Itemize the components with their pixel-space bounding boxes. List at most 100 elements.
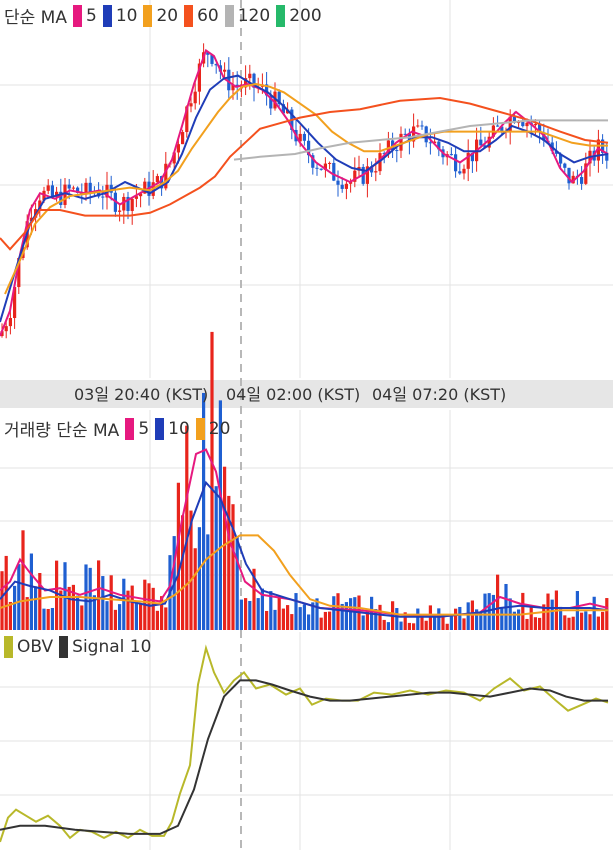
volume-bar: [353, 597, 357, 630]
candle-body: [449, 154, 453, 156]
volume-bar: [542, 604, 546, 630]
candle-body: [67, 184, 71, 189]
price-legend: 단순 MA 5 10 20 60 120 200: [4, 3, 323, 28]
volume-bar: [424, 620, 428, 630]
volume-bar: [88, 567, 92, 630]
volume-bar: [151, 587, 155, 630]
candle-body: [281, 104, 285, 114]
volume-bar: [202, 392, 206, 630]
volume-bar: [277, 597, 281, 630]
volume-bar: [298, 607, 302, 630]
volume-legend: 거래량 단순 MA 5 10 20: [4, 416, 231, 441]
candle-body: [365, 166, 369, 184]
candle-body: [340, 184, 344, 189]
volume-bar: [563, 615, 567, 630]
volume-bar: [8, 601, 12, 630]
volume-bar: [462, 618, 466, 630]
candle-body: [353, 170, 357, 182]
candle-body: [38, 200, 42, 210]
candle-body: [336, 180, 340, 185]
volume-bar: [55, 560, 59, 630]
volume-bar: [76, 595, 80, 630]
volume-bar: [550, 599, 554, 630]
candle-body: [470, 152, 474, 162]
candle-body: [521, 122, 525, 127]
volume-bar: [97, 560, 101, 630]
candle-body: [214, 63, 218, 66]
volume-bar: [147, 583, 151, 630]
ma5-label: 5: [85, 5, 97, 26]
obv-label: OBV: [17, 637, 54, 657]
volume-bar: [361, 615, 365, 630]
volume-bar: [38, 572, 42, 630]
candle-body: [517, 122, 521, 124]
volume-bar: [496, 574, 500, 630]
candle-body: [197, 63, 201, 92]
volume-ma-lines: [0, 448, 609, 618]
volume-bar: [113, 609, 117, 630]
candle-body: [210, 54, 214, 64]
candle-body: [223, 69, 227, 72]
volume-bar: [311, 602, 315, 630]
candle-body: [554, 150, 558, 154]
series-vol-ma-0: [0, 448, 609, 618]
time-label-2: 04일 02:00 (KST): [226, 385, 360, 404]
candle-body: [412, 126, 416, 142]
volume-bar: [605, 598, 609, 630]
obv-lines: [0, 644, 609, 843]
candle-body: [160, 176, 164, 189]
volume-bar: [559, 606, 563, 630]
volume-bar: [71, 584, 75, 630]
volume-bar: [466, 602, 470, 630]
volume-bar: [281, 608, 285, 630]
candle-body: [416, 125, 420, 127]
volume-bar: [193, 548, 197, 630]
volume-bar: [185, 425, 189, 630]
volume-bar: [223, 466, 227, 630]
volume-bar: [517, 609, 521, 630]
signal-label: Signal 10: [72, 637, 152, 657]
candle-body: [496, 125, 500, 127]
volume-bar: [252, 568, 256, 630]
volume-bar: [592, 596, 596, 630]
vol-ma20-swatch: [195, 417, 205, 440]
volume-bar: [441, 614, 445, 630]
candle-body: [298, 133, 302, 142]
volume-bar: [403, 612, 407, 630]
candle-body: [311, 155, 315, 168]
volume-bar: [227, 495, 231, 630]
candle-body: [466, 152, 470, 169]
volume-bar: [328, 611, 332, 630]
candle-body: [193, 91, 197, 104]
volume-bar: [319, 617, 323, 630]
candle-body: [46, 185, 50, 191]
vol-ma5-swatch: [125, 417, 135, 440]
volume-bar: [105, 601, 109, 630]
candle-body: [4, 326, 8, 332]
ma200-label: 200: [289, 5, 322, 26]
candle-body: [462, 168, 466, 174]
volume-bar: [67, 586, 71, 630]
volume-bar: [332, 596, 336, 630]
volume-bar: [445, 623, 449, 630]
candle-body: [479, 139, 483, 146]
volume-bar: [580, 612, 584, 630]
candle-body: [525, 122, 529, 127]
volume-bar: [386, 622, 390, 630]
volume-bar: [525, 618, 529, 630]
candle-body: [538, 124, 542, 133]
volume-bar: [458, 606, 462, 630]
volume-bar: [588, 614, 592, 630]
series-price-ma-4: [233, 119, 608, 161]
volume-bar: [521, 592, 525, 630]
volume-bar: [567, 617, 571, 630]
candle-body: [29, 217, 33, 222]
volume-bar: [475, 609, 479, 630]
ma120-swatch: [224, 4, 234, 27]
volume-bar: [46, 608, 50, 630]
volume-bar: [601, 611, 605, 630]
volume-bar: [286, 605, 290, 630]
candle-body: [332, 162, 336, 181]
